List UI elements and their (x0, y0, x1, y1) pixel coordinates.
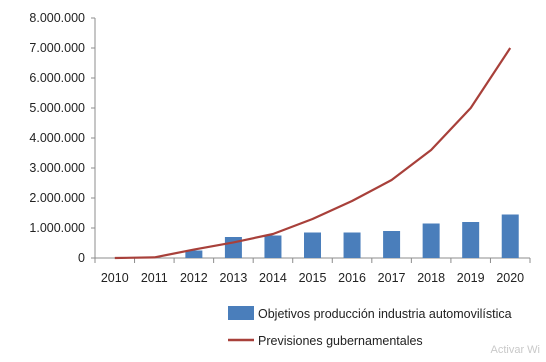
y-tick-label: 2.000.000 (29, 191, 85, 205)
y-tick-label: 3.000.000 (29, 161, 85, 175)
y-tick-label: 8.000.000 (29, 11, 85, 25)
x-tick-label: 2014 (259, 271, 287, 285)
legend-label-bar: Objetivos producción industria automovil… (258, 307, 512, 321)
legend: Objetivos producción industria automovil… (228, 306, 512, 348)
y-axis: 0 1.000.000 2.000.000 3.000.000 4.000.000 5.0… (29, 11, 96, 265)
bar (422, 223, 440, 258)
bar (185, 250, 203, 258)
y-tick-label: 6.000.000 (29, 71, 85, 85)
x-tick-label: 2018 (417, 271, 445, 285)
line-path (114, 47, 512, 260)
y-tick-label: 4.000.000 (29, 131, 85, 145)
line-series (114, 47, 512, 260)
x-tick-label: 2015 (299, 271, 327, 285)
y-tick-label: 7.000.000 (29, 41, 85, 55)
legend-swatch-bar (228, 306, 254, 320)
y-tick-label: 5.000.000 (29, 101, 85, 115)
x-tick-label: 2011 (141, 271, 168, 285)
legend-label-line: Previsiones gubernamentales (258, 334, 423, 348)
bar-series (185, 214, 519, 258)
x-axis: 2010 2011 2012 2013 2014 2015 2016 2017 2018 2019… (94, 257, 531, 285)
bar (383, 231, 401, 258)
bar (462, 222, 480, 258)
bar (343, 232, 361, 258)
bar (304, 232, 321, 258)
x-tick-label: 2013 (220, 271, 248, 285)
x-tick-label: 2012 (180, 271, 208, 285)
bar (264, 235, 282, 258)
x-tick-label: 2017 (378, 271, 406, 285)
y-tick-label: 0 (78, 251, 85, 265)
x-tick-label: 2019 (457, 271, 485, 285)
watermark-text: Activar Wi (490, 344, 541, 356)
x-tick-label: 2010 (101, 271, 129, 285)
bar (501, 214, 519, 258)
x-tick-label: 2016 (338, 271, 366, 285)
y-tick-label: 1.000.000 (29, 221, 85, 235)
x-tick-label: 2020 (496, 271, 524, 285)
